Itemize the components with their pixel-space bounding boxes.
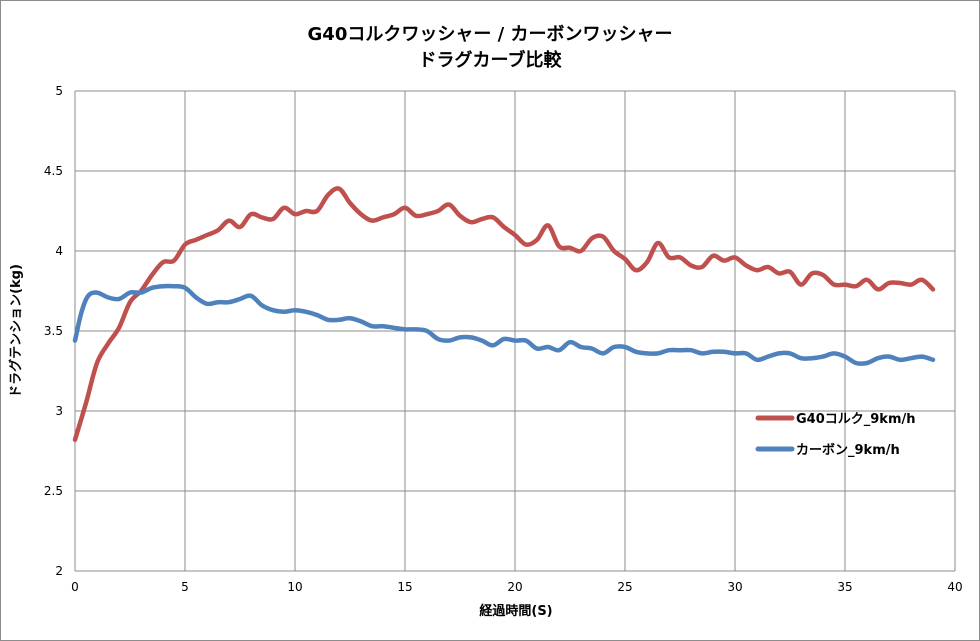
x-tick-label: 40: [947, 580, 962, 594]
legend-label-cork: G40コルク_9km/h: [796, 412, 916, 427]
y-tick-label: 3: [55, 404, 63, 418]
tick-labels: 0 5 10 15 20 25 30 35 40 2 2.5 3 3.5 4 4.5 5: [44, 84, 963, 594]
series-line-1: [72, 283, 936, 366]
chart-title-line2: ドラグカーブ比較: [418, 50, 562, 71]
legend-label-carbon: カーボン_9km/h: [796, 442, 900, 458]
y-tick-label: 3.5: [44, 324, 63, 338]
y-axis-label: ドラグテンション(kg): [8, 264, 24, 398]
grid: [74, 90, 956, 572]
x-tick-label: 5: [181, 580, 189, 594]
chart-title-line1: G40コルクワッシャー / カーボンワッシャー: [307, 24, 673, 45]
y-tick-label: 4: [55, 244, 63, 258]
y-tick-label: 2: [55, 564, 63, 578]
x-tick-label: 25: [617, 580, 632, 594]
x-tick-label: 20: [507, 580, 522, 594]
x-tick-label: 0: [71, 580, 79, 594]
x-tick-label: 15: [397, 580, 412, 594]
x-tick-label: 10: [287, 580, 302, 594]
legend: G40コルク_9km/h カーボン_9km/h: [755, 412, 916, 458]
x-tick-label: 35: [837, 580, 852, 594]
x-axis-label: 経過時間(S): [479, 603, 552, 619]
series-lines: [72, 186, 936, 443]
x-tick-label: 30: [727, 580, 742, 594]
series-line-0: [72, 186, 936, 443]
y-tick-label: 2.5: [44, 484, 63, 498]
y-tick-label: 4.5: [44, 164, 63, 178]
y-tick-label: 5: [55, 84, 63, 98]
